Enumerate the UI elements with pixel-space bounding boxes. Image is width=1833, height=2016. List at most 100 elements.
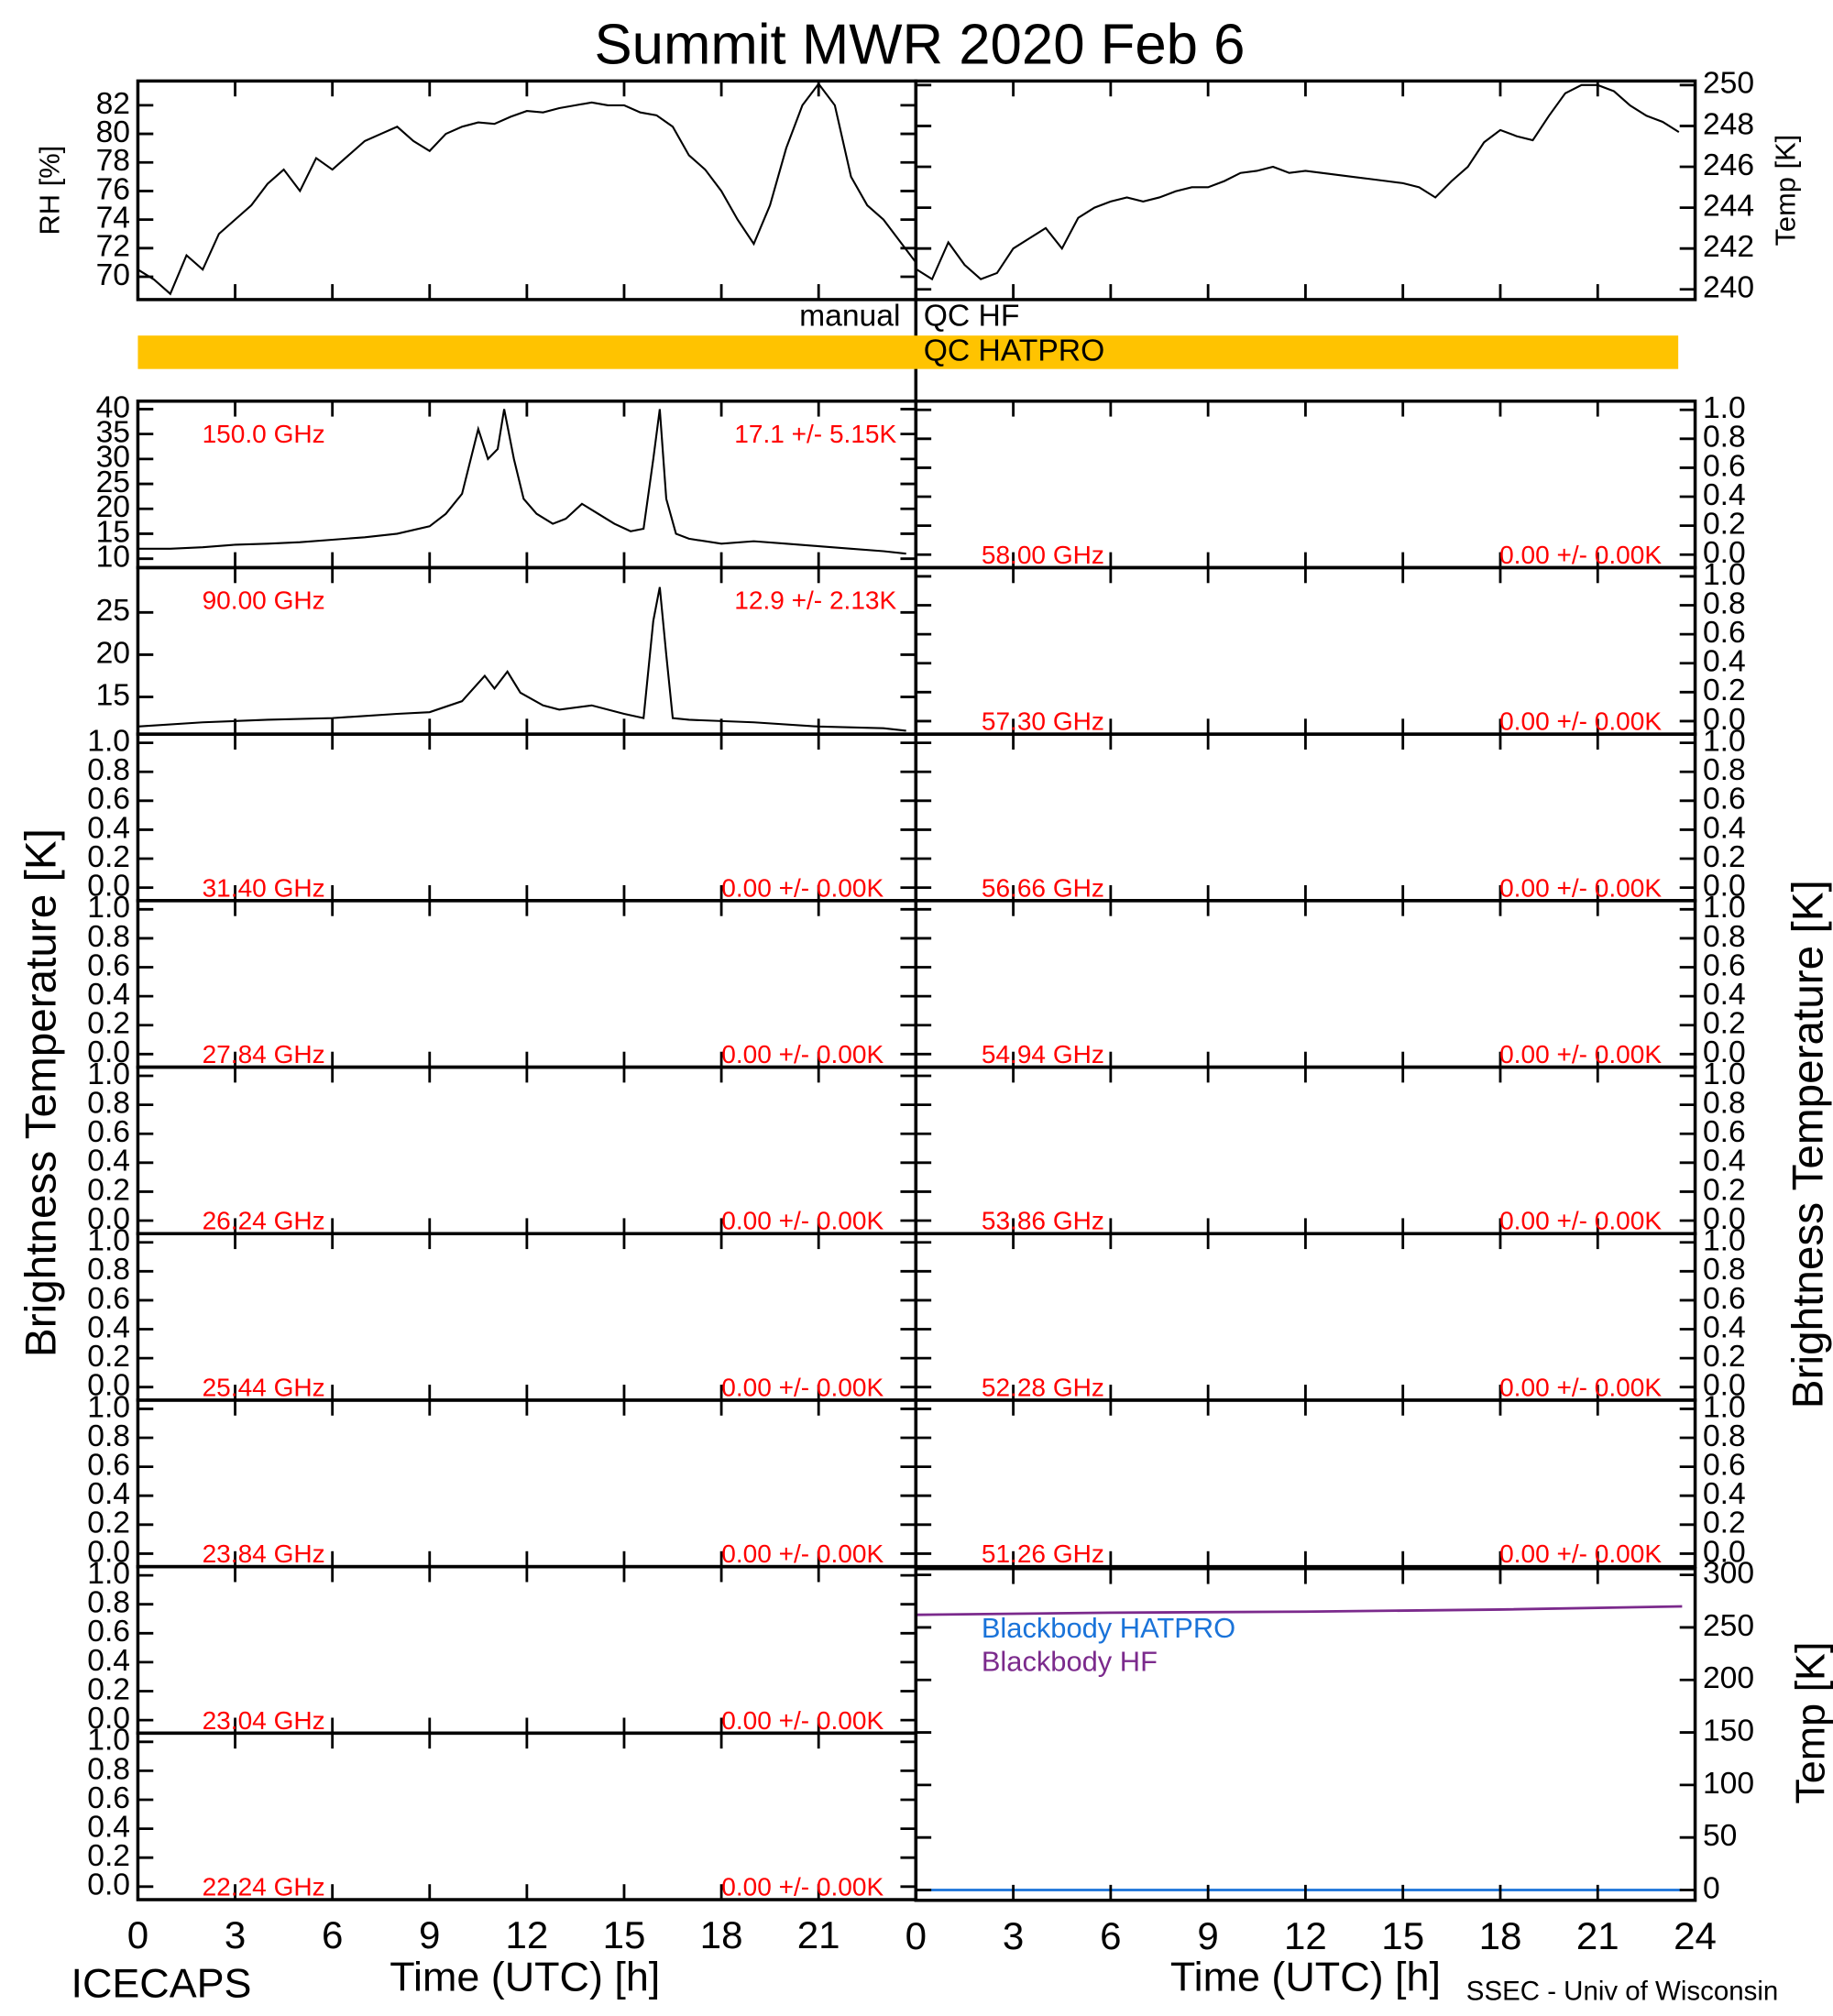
y-tick-label: 1.0 xyxy=(87,891,130,925)
y-tick-label: 0.8 xyxy=(87,920,130,954)
y-tick-label: 74 xyxy=(96,202,130,236)
y-tick-label: 0.0 xyxy=(1703,1035,1746,1069)
data-line xyxy=(137,82,917,296)
y-tick-label: 15 xyxy=(96,678,130,712)
y-tick-label: 80 xyxy=(96,115,130,149)
qc-name: QC HATPRO xyxy=(924,334,1105,367)
channel-stats: 0.00 +/- 0.00K xyxy=(1499,541,1662,569)
y-tick-label: 240 xyxy=(1703,271,1754,305)
y-tick-label: 0.4 xyxy=(87,978,130,1012)
y-tick-label: 0.6 xyxy=(87,1282,130,1316)
y-tick-label: 0.6 xyxy=(87,1449,130,1483)
channel-stats: 0.00 +/- 0.00K xyxy=(1499,707,1662,736)
y-tick-label: 0.6 xyxy=(87,948,130,982)
y-tick-label: 0.4 xyxy=(87,1145,130,1178)
y-tick-label: 0.4 xyxy=(87,1310,130,1344)
y-tick-label: 0.4 xyxy=(87,1644,130,1678)
y-tick-label: 35 xyxy=(96,416,130,450)
y-tick-label: 0.2 xyxy=(87,1173,130,1207)
y-tick-label: 0.2 xyxy=(87,1507,130,1540)
y-tick-label: 0.0 xyxy=(1703,870,1746,904)
y-tick-label: 0.2 xyxy=(1703,1507,1746,1540)
y-axis-label: Brightness Temperature [K] xyxy=(17,828,66,1357)
channel-stats: 0.00 +/- 0.00K xyxy=(721,1040,884,1068)
x-tick-label: 6 xyxy=(322,1913,343,1956)
y-tick-label: 78 xyxy=(96,144,130,178)
y-tick-label: 0.8 xyxy=(87,1419,130,1453)
y-tick-label: 70 xyxy=(96,258,130,292)
y-tick-label: 100 xyxy=(1703,1767,1754,1801)
y-tick-label: 0.4 xyxy=(1703,811,1746,845)
channel-stats: 0.00 +/- 0.00K xyxy=(721,1539,884,1568)
y-tick-label: 244 xyxy=(1703,189,1754,223)
y-tick-label: 0.0 xyxy=(87,1035,130,1069)
y-tick-label: 1.0 xyxy=(1703,891,1746,925)
y-tick-label: 76 xyxy=(96,172,130,206)
data-line xyxy=(915,83,1680,281)
y-tick-label: 0.6 xyxy=(87,1781,130,1815)
channel-label: 25.44 GHz xyxy=(203,1373,325,1401)
y-tick-label: 0.0 xyxy=(1703,1202,1746,1236)
y-tick-label: 0.4 xyxy=(87,1810,130,1844)
channel-label: 31.40 GHz xyxy=(203,873,325,902)
channel-stats: 0.00 +/- 0.00K xyxy=(721,1706,884,1735)
y-tick-label: 0.0 xyxy=(87,870,130,904)
y-axis-label: Temp [K] xyxy=(1786,1642,1833,1804)
x-tick-label: 15 xyxy=(603,1913,646,1956)
chart-title: Summit MWR 2020 Feb 6 xyxy=(595,14,1246,77)
y-tick-label: 0.2 xyxy=(87,1007,130,1041)
x-tick-label: 3 xyxy=(225,1913,246,1956)
footer: SSEC - Univ of Wisconsin xyxy=(1466,1977,1778,2007)
y-tick-label: 20 xyxy=(96,636,130,670)
y-tick-label: 0.6 xyxy=(1703,1282,1746,1316)
y-tick-label: 0.2 xyxy=(1703,840,1746,874)
y-tick-label: 0.8 xyxy=(1703,421,1746,455)
x-tick-label: 0 xyxy=(906,1914,927,1957)
x-tick-label: 24 xyxy=(1674,1914,1717,1957)
y-tick-label: 1.0 xyxy=(87,1390,130,1424)
x-tick-label: 12 xyxy=(505,1913,548,1956)
x-tick-label: 18 xyxy=(700,1913,743,1956)
y-tick-label: 0.4 xyxy=(1703,978,1746,1012)
y-tick-label: 0.8 xyxy=(87,1586,130,1620)
y-tick-label: 0.4 xyxy=(1703,645,1746,679)
y-tick-label: 20 xyxy=(96,490,130,524)
x-tick-label: 21 xyxy=(797,1913,840,1956)
y-tick-label: 1.0 xyxy=(1703,725,1746,759)
x-tick-label: 12 xyxy=(1284,1914,1327,1957)
channel-stats: 0.00 +/- 0.00K xyxy=(1499,873,1662,902)
qc-name: QC HF xyxy=(924,299,1020,333)
channel-stats: 0.00 +/- 0.00K xyxy=(1499,1040,1662,1068)
y-tick-label: 0.8 xyxy=(87,753,130,787)
x-tick-label: 9 xyxy=(1197,1914,1218,1957)
channel-stats: 0.00 +/- 0.00K xyxy=(1499,1539,1662,1568)
y-tick-label: 0.4 xyxy=(1703,1477,1746,1511)
y-tick-label: 0 xyxy=(1703,1871,1720,1905)
y-tick-label: 30 xyxy=(96,441,130,475)
y-tick-label: 0.6 xyxy=(1703,783,1746,816)
y-tick-label: 25 xyxy=(96,594,130,628)
x-tick-label: 0 xyxy=(127,1913,148,1956)
x-axis-label: Time (UTC) [h] xyxy=(1170,1954,1441,2000)
x-tick-label: 18 xyxy=(1479,1914,1522,1957)
channel-stats: 0.00 +/- 0.00K xyxy=(721,1207,884,1235)
y-tick-label: 1.0 xyxy=(1703,391,1746,425)
x-axis-label: Time (UTC) [h] xyxy=(390,1954,660,2000)
channel-stats: 0.00 +/- 0.00K xyxy=(1499,1373,1662,1401)
y-tick-label: 250 xyxy=(1703,1609,1754,1643)
y-tick-label: 246 xyxy=(1703,148,1754,182)
y-tick-label: 10 xyxy=(96,541,130,575)
channel-label: 57.30 GHz xyxy=(982,707,1104,736)
channel-label: 51.26 GHz xyxy=(982,1539,1104,1568)
legend-label: Blackbody HF xyxy=(982,1646,1158,1678)
y-tick-label: 0.2 xyxy=(87,1340,130,1374)
y-tick-label: 300 xyxy=(1703,1557,1754,1591)
y-tick-label: 150 xyxy=(1703,1714,1754,1748)
data-line xyxy=(916,1605,1683,1616)
footer: ICECAPS xyxy=(71,1960,251,2007)
y-tick-label: 0.6 xyxy=(1703,1449,1746,1483)
y-tick-label: 0.8 xyxy=(1703,753,1746,787)
y-tick-label: 0.0 xyxy=(87,1702,130,1736)
y-tick-label: 0.0 xyxy=(1703,1535,1746,1569)
x-tick-label: 6 xyxy=(1100,1914,1121,1957)
